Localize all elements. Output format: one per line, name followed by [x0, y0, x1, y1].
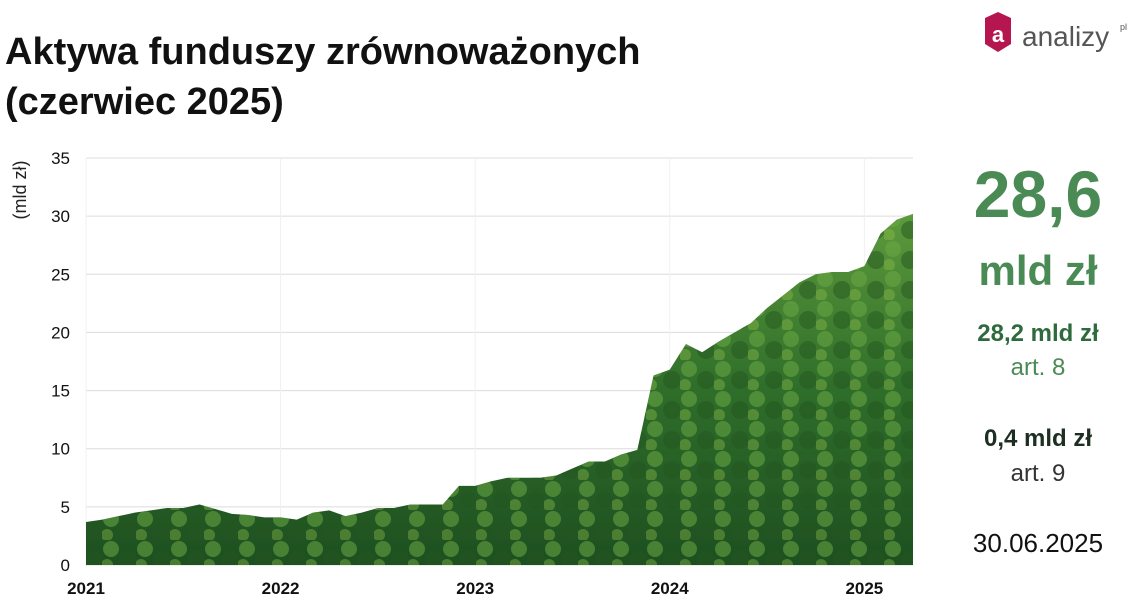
logo-name: analizy [1022, 21, 1109, 52]
summary: 28,6 mld zł 28,2 mld zł art. 8 0,4 mld z… [973, 157, 1103, 558]
x-tick-label: 2025 [845, 579, 883, 598]
x-tick-label: 2024 [651, 579, 689, 598]
art8-value: 28,2 mld zł [977, 320, 1099, 347]
y-tick-label: 20 [51, 323, 70, 342]
y-tick-label: 35 [51, 149, 70, 168]
summary-total: 28,6 [974, 157, 1102, 231]
x-tick-label: 2023 [456, 579, 494, 598]
y-tick-label: 25 [51, 265, 70, 284]
y-tick-label: 15 [51, 382, 70, 401]
chart-title: (czerwiec 2025) [5, 81, 284, 123]
logo-letter: a [992, 22, 1005, 47]
x-tick-label: 2022 [262, 579, 300, 598]
art8-label: art. 8 [1011, 354, 1066, 381]
y-tick-label: 30 [51, 207, 70, 226]
y-tick-label: 5 [61, 498, 70, 517]
y-tick-label: 0 [61, 556, 70, 575]
logo: a analizy pl [985, 12, 1127, 52]
area-texture [86, 213, 913, 565]
art9-value: 0,4 mld zł [984, 425, 1092, 452]
art9-label: art. 9 [1011, 460, 1066, 487]
logo-icon [985, 12, 1011, 52]
chart-title: Aktywa funduszy zrównoważonych [5, 31, 641, 73]
y-axis-label: (mld zł) [10, 161, 30, 220]
summary-unit: mld zł [978, 247, 1097, 294]
x-tick-label: 2021 [67, 579, 105, 598]
y-tick-label: 10 [51, 440, 70, 459]
logo-suffix: pl [1120, 22, 1127, 32]
date: 30.06.2025 [973, 528, 1103, 558]
